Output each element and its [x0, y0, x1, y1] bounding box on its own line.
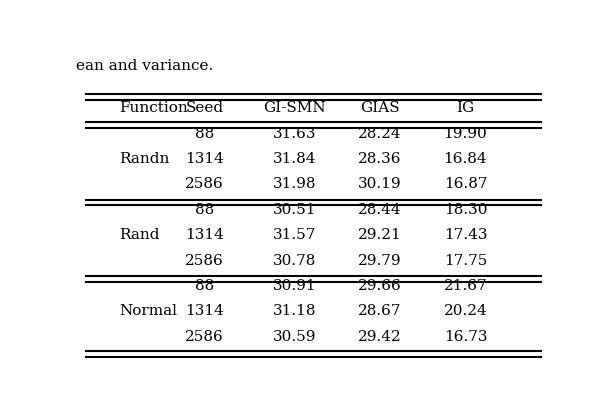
Text: 2586: 2586 — [185, 330, 224, 344]
Text: 1314: 1314 — [185, 304, 224, 318]
Text: 17.43: 17.43 — [444, 228, 487, 242]
Text: 19.90: 19.90 — [444, 126, 487, 140]
Text: 88: 88 — [195, 203, 214, 217]
Text: 88: 88 — [195, 126, 214, 140]
Text: 30.91: 30.91 — [273, 279, 316, 293]
Text: 29.79: 29.79 — [358, 254, 402, 268]
Text: GI-SMN: GI-SMN — [263, 101, 326, 115]
Text: 18.30: 18.30 — [444, 203, 487, 217]
Text: 31.57: 31.57 — [273, 228, 316, 242]
Text: 28.44: 28.44 — [358, 203, 402, 217]
Text: GIAS: GIAS — [360, 101, 400, 115]
Text: 1314: 1314 — [185, 228, 224, 242]
Text: 16.73: 16.73 — [444, 330, 487, 344]
Text: 28.67: 28.67 — [358, 304, 402, 318]
Text: 30.19: 30.19 — [358, 178, 402, 192]
Text: 1314: 1314 — [185, 152, 224, 166]
Text: 2586: 2586 — [185, 178, 224, 192]
Text: Rand: Rand — [119, 228, 160, 242]
Text: 29.21: 29.21 — [358, 228, 402, 242]
Text: 28.24: 28.24 — [358, 126, 402, 140]
Text: 31.98: 31.98 — [273, 178, 316, 192]
Text: 21.67: 21.67 — [444, 279, 487, 293]
Text: 30.78: 30.78 — [273, 254, 316, 268]
Text: 31.18: 31.18 — [273, 304, 316, 318]
Text: 17.75: 17.75 — [444, 254, 487, 268]
Text: 29.66: 29.66 — [358, 279, 402, 293]
Text: 28.36: 28.36 — [358, 152, 402, 166]
Text: Seed: Seed — [185, 101, 223, 115]
Text: 31.84: 31.84 — [273, 152, 316, 166]
Text: ean and variance.: ean and variance. — [76, 59, 214, 73]
Text: 20.24: 20.24 — [444, 304, 487, 318]
Text: 30.59: 30.59 — [273, 330, 316, 344]
Text: Randn: Randn — [119, 152, 170, 166]
Text: 30.51: 30.51 — [273, 203, 316, 217]
Text: Normal: Normal — [119, 304, 177, 318]
Text: 88: 88 — [195, 279, 214, 293]
Text: 2586: 2586 — [185, 254, 224, 268]
Text: Function: Function — [119, 101, 188, 115]
Text: 16.87: 16.87 — [444, 178, 487, 192]
Text: 31.63: 31.63 — [273, 126, 316, 140]
Text: 16.84: 16.84 — [444, 152, 487, 166]
Text: 29.42: 29.42 — [358, 330, 402, 344]
Text: IG: IG — [457, 101, 474, 115]
